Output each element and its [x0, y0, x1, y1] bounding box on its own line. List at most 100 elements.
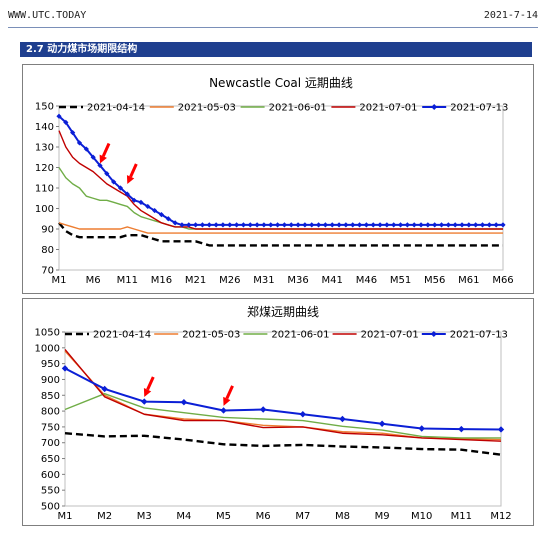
x-tick-label: M8 — [335, 511, 350, 522]
data-point — [404, 222, 410, 228]
y-tick-label: 800 — [41, 407, 60, 418]
y-tick-label: 80 — [41, 245, 54, 256]
y-tick-label: 1050 — [35, 328, 60, 339]
legend-label: 2021-06-01 — [269, 103, 327, 114]
data-point — [220, 407, 227, 414]
y-tick-label: 850 — [41, 391, 60, 402]
data-point — [397, 222, 404, 228]
header-divider — [8, 27, 538, 28]
data-point — [61, 365, 69, 372]
x-tick-label: M6 — [256, 511, 271, 522]
legend-marker — [431, 104, 438, 110]
data-point — [227, 222, 233, 228]
data-point — [411, 222, 417, 228]
x-tick-label: M7 — [295, 511, 310, 522]
y-tick-label: 700 — [41, 438, 60, 449]
annotation-arrow-head — [223, 396, 231, 406]
data-point — [458, 425, 465, 433]
data-point — [295, 222, 301, 228]
data-point — [165, 216, 171, 222]
data-point — [193, 222, 199, 228]
data-point — [259, 406, 267, 413]
y-tick-label: 90 — [41, 225, 54, 236]
data-point — [199, 222, 206, 228]
x-tick-label: M6 — [86, 275, 101, 286]
data-point — [138, 199, 144, 205]
x-tick-label: M11 — [451, 511, 472, 522]
x-tick-label: M16 — [151, 275, 172, 286]
y-tick-label: 1000 — [35, 343, 60, 354]
series-line — [64, 350, 502, 441]
x-tick-label: M41 — [322, 275, 343, 286]
x-tick-label: M36 — [287, 275, 308, 286]
site-url: WWW.UTC.TODAY — [8, 10, 87, 21]
chart-title: Newcastle Coal 远期曲线 — [209, 76, 353, 90]
zhengzhou-coal-chart-panel: 郑煤远期曲线 500 550 600 650 700 750 800 850 900 950 1000… — [22, 298, 534, 526]
data-point — [180, 399, 188, 406]
y-tick-label: 150 — [35, 102, 54, 113]
series-line — [64, 392, 501, 439]
series-line — [58, 167, 503, 230]
legend-label: 2021-05-03 — [182, 330, 240, 341]
data-point — [274, 222, 281, 228]
x-tick-label: M2 — [97, 511, 112, 522]
data-point — [438, 222, 445, 228]
annotation-arrow-shaft — [101, 142, 111, 157]
data-point — [240, 222, 247, 228]
data-point — [213, 222, 219, 228]
y-tick-label: 110 — [35, 184, 54, 195]
data-point — [158, 212, 165, 218]
data-point — [299, 411, 307, 418]
data-point — [145, 203, 151, 210]
annotation-arrow-shaft — [129, 163, 138, 178]
data-point — [473, 222, 479, 228]
data-point — [234, 222, 240, 228]
x-tick-label: M61 — [458, 275, 479, 286]
data-point — [261, 222, 267, 228]
data-point — [493, 222, 499, 228]
data-point — [445, 222, 451, 228]
legend-label: 2021-04-14 — [87, 103, 145, 114]
x-tick-label: M9 — [375, 511, 390, 522]
data-point — [418, 425, 425, 432]
series-line — [64, 432, 502, 456]
x-tick-label: M3 — [137, 511, 152, 522]
data-point — [466, 222, 472, 228]
legend-label: 2021-07-13 — [450, 103, 508, 114]
data-point — [124, 191, 130, 197]
data-point — [247, 222, 253, 228]
series-line — [58, 222, 503, 234]
data-point — [186, 222, 192, 228]
data-point — [343, 222, 349, 228]
data-point — [356, 222, 363, 228]
y-tick-label: 650 — [41, 454, 60, 465]
y-tick-label: 900 — [41, 375, 60, 386]
data-point — [117, 185, 124, 191]
series-line — [64, 367, 502, 431]
data-point — [206, 222, 212, 228]
data-point — [111, 179, 117, 185]
x-tick-label: M1 — [52, 275, 67, 286]
x-tick-label: M56 — [424, 275, 445, 286]
data-point — [425, 222, 431, 228]
x-tick-label: M21 — [185, 275, 206, 286]
annotation-arrow-shaft — [146, 376, 155, 391]
x-tick-label: M5 — [216, 511, 231, 522]
series-line — [58, 222, 503, 247]
series-line — [64, 348, 502, 442]
data-point — [220, 222, 226, 228]
annotation-arrow-shaft — [225, 385, 234, 400]
data-point — [378, 420, 386, 427]
report-date: 2021-7-14 — [483, 10, 538, 21]
x-tick-label: M26 — [219, 275, 240, 286]
data-point — [459, 222, 465, 228]
data-point — [101, 385, 108, 393]
y-tick-label: 600 — [41, 470, 60, 481]
y-tick-label: 550 — [41, 486, 60, 497]
section-title: 2.7 动力煤市场期限结构 — [20, 42, 532, 57]
y-tick-label: 100 — [35, 204, 54, 215]
data-point — [391, 222, 397, 228]
legend-label: 2021-04-14 — [93, 330, 151, 341]
data-point — [497, 426, 505, 433]
data-point — [63, 119, 69, 125]
